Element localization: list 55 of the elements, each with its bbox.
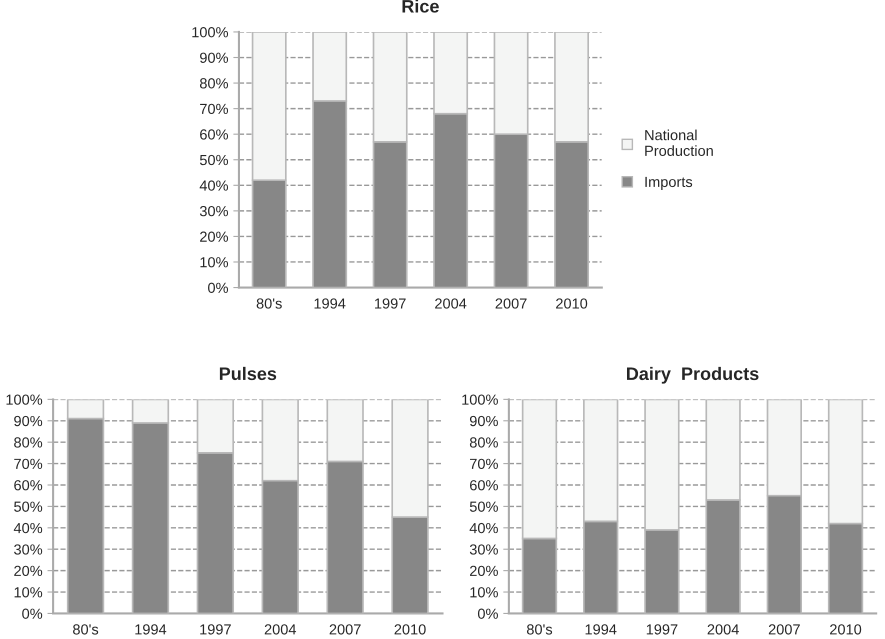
y-tick-label: 10%: [14, 587, 42, 598]
y-tick-label: 10%: [200, 257, 228, 268]
x-tick-label: 1994: [586, 624, 616, 635]
y-tick-label: 100%: [462, 394, 498, 405]
x-tick-label: 1994: [314, 298, 346, 309]
y-tick-label: 30%: [14, 544, 42, 555]
x-tick-label: 1997: [646, 624, 678, 635]
y-tick-label: 40%: [14, 522, 42, 534]
y-tick-label: 30%: [200, 206, 228, 216]
x-tick-label: 1997: [200, 624, 231, 635]
y-tick-label: 60%: [14, 480, 42, 490]
legend-label: Imports: [645, 176, 692, 190]
x-tick-label: 80's: [73, 624, 98, 635]
x-tick-label: 80's: [526, 624, 552, 635]
y-tick-label: 50%: [200, 154, 228, 166]
x-tick-label: 2004: [435, 298, 466, 309]
y-tick-label: 90%: [470, 416, 498, 426]
x-tick-label: 2010: [394, 624, 426, 635]
y-tick-label: 80%: [200, 78, 228, 88]
x-tick-label: 1994: [135, 624, 166, 635]
y-tick-label: 90%: [200, 52, 228, 63]
x-tick-label: 80's: [256, 298, 282, 309]
x-tick-label: 2010: [556, 298, 588, 309]
y-tick-label: 70%: [470, 458, 498, 470]
y-tick-label: 80%: [470, 437, 498, 448]
x-tick-label: 2007: [330, 624, 361, 635]
y-tick-label: 70%: [200, 104, 228, 114]
x-tick-label: 1997: [375, 298, 406, 309]
y-tick-label: 50%: [14, 502, 42, 512]
y-tick-label: 50%: [470, 502, 498, 512]
y-tick-label: 20%: [470, 566, 498, 576]
y-tick-label: 100%: [6, 394, 42, 405]
y-tick-label: 60%: [470, 480, 498, 490]
y-tick-label: 30%: [470, 544, 498, 555]
y-tick-label: 90%: [14, 416, 42, 426]
chart-title: Dairy Products: [627, 366, 758, 384]
y-tick-label: 100%: [192, 27, 228, 38]
y-tick-label: 60%: [200, 129, 228, 140]
y-tick-label: 0%: [208, 282, 228, 293]
y-tick-label: 70%: [14, 458, 42, 470]
x-tick-label: 2010: [830, 624, 862, 635]
y-tick-label: 80%: [14, 437, 42, 448]
x-tick-label: 2004: [264, 624, 296, 635]
y-tick-label: 0%: [478, 608, 498, 619]
x-tick-label: 2007: [496, 298, 527, 309]
y-tick-label: 10%: [470, 587, 498, 598]
legend-label: National Production: [645, 130, 713, 156]
y-tick-label: 0%: [22, 608, 42, 619]
x-tick-label: 2007: [768, 624, 800, 635]
chart-title: Pulses: [220, 366, 276, 380]
y-tick-label: 20%: [200, 232, 228, 242]
y-tick-label: 40%: [470, 522, 498, 534]
x-tick-label: 2004: [708, 624, 739, 635]
y-tick-label: 20%: [14, 566, 42, 576]
y-tick-label: 40%: [200, 180, 228, 191]
